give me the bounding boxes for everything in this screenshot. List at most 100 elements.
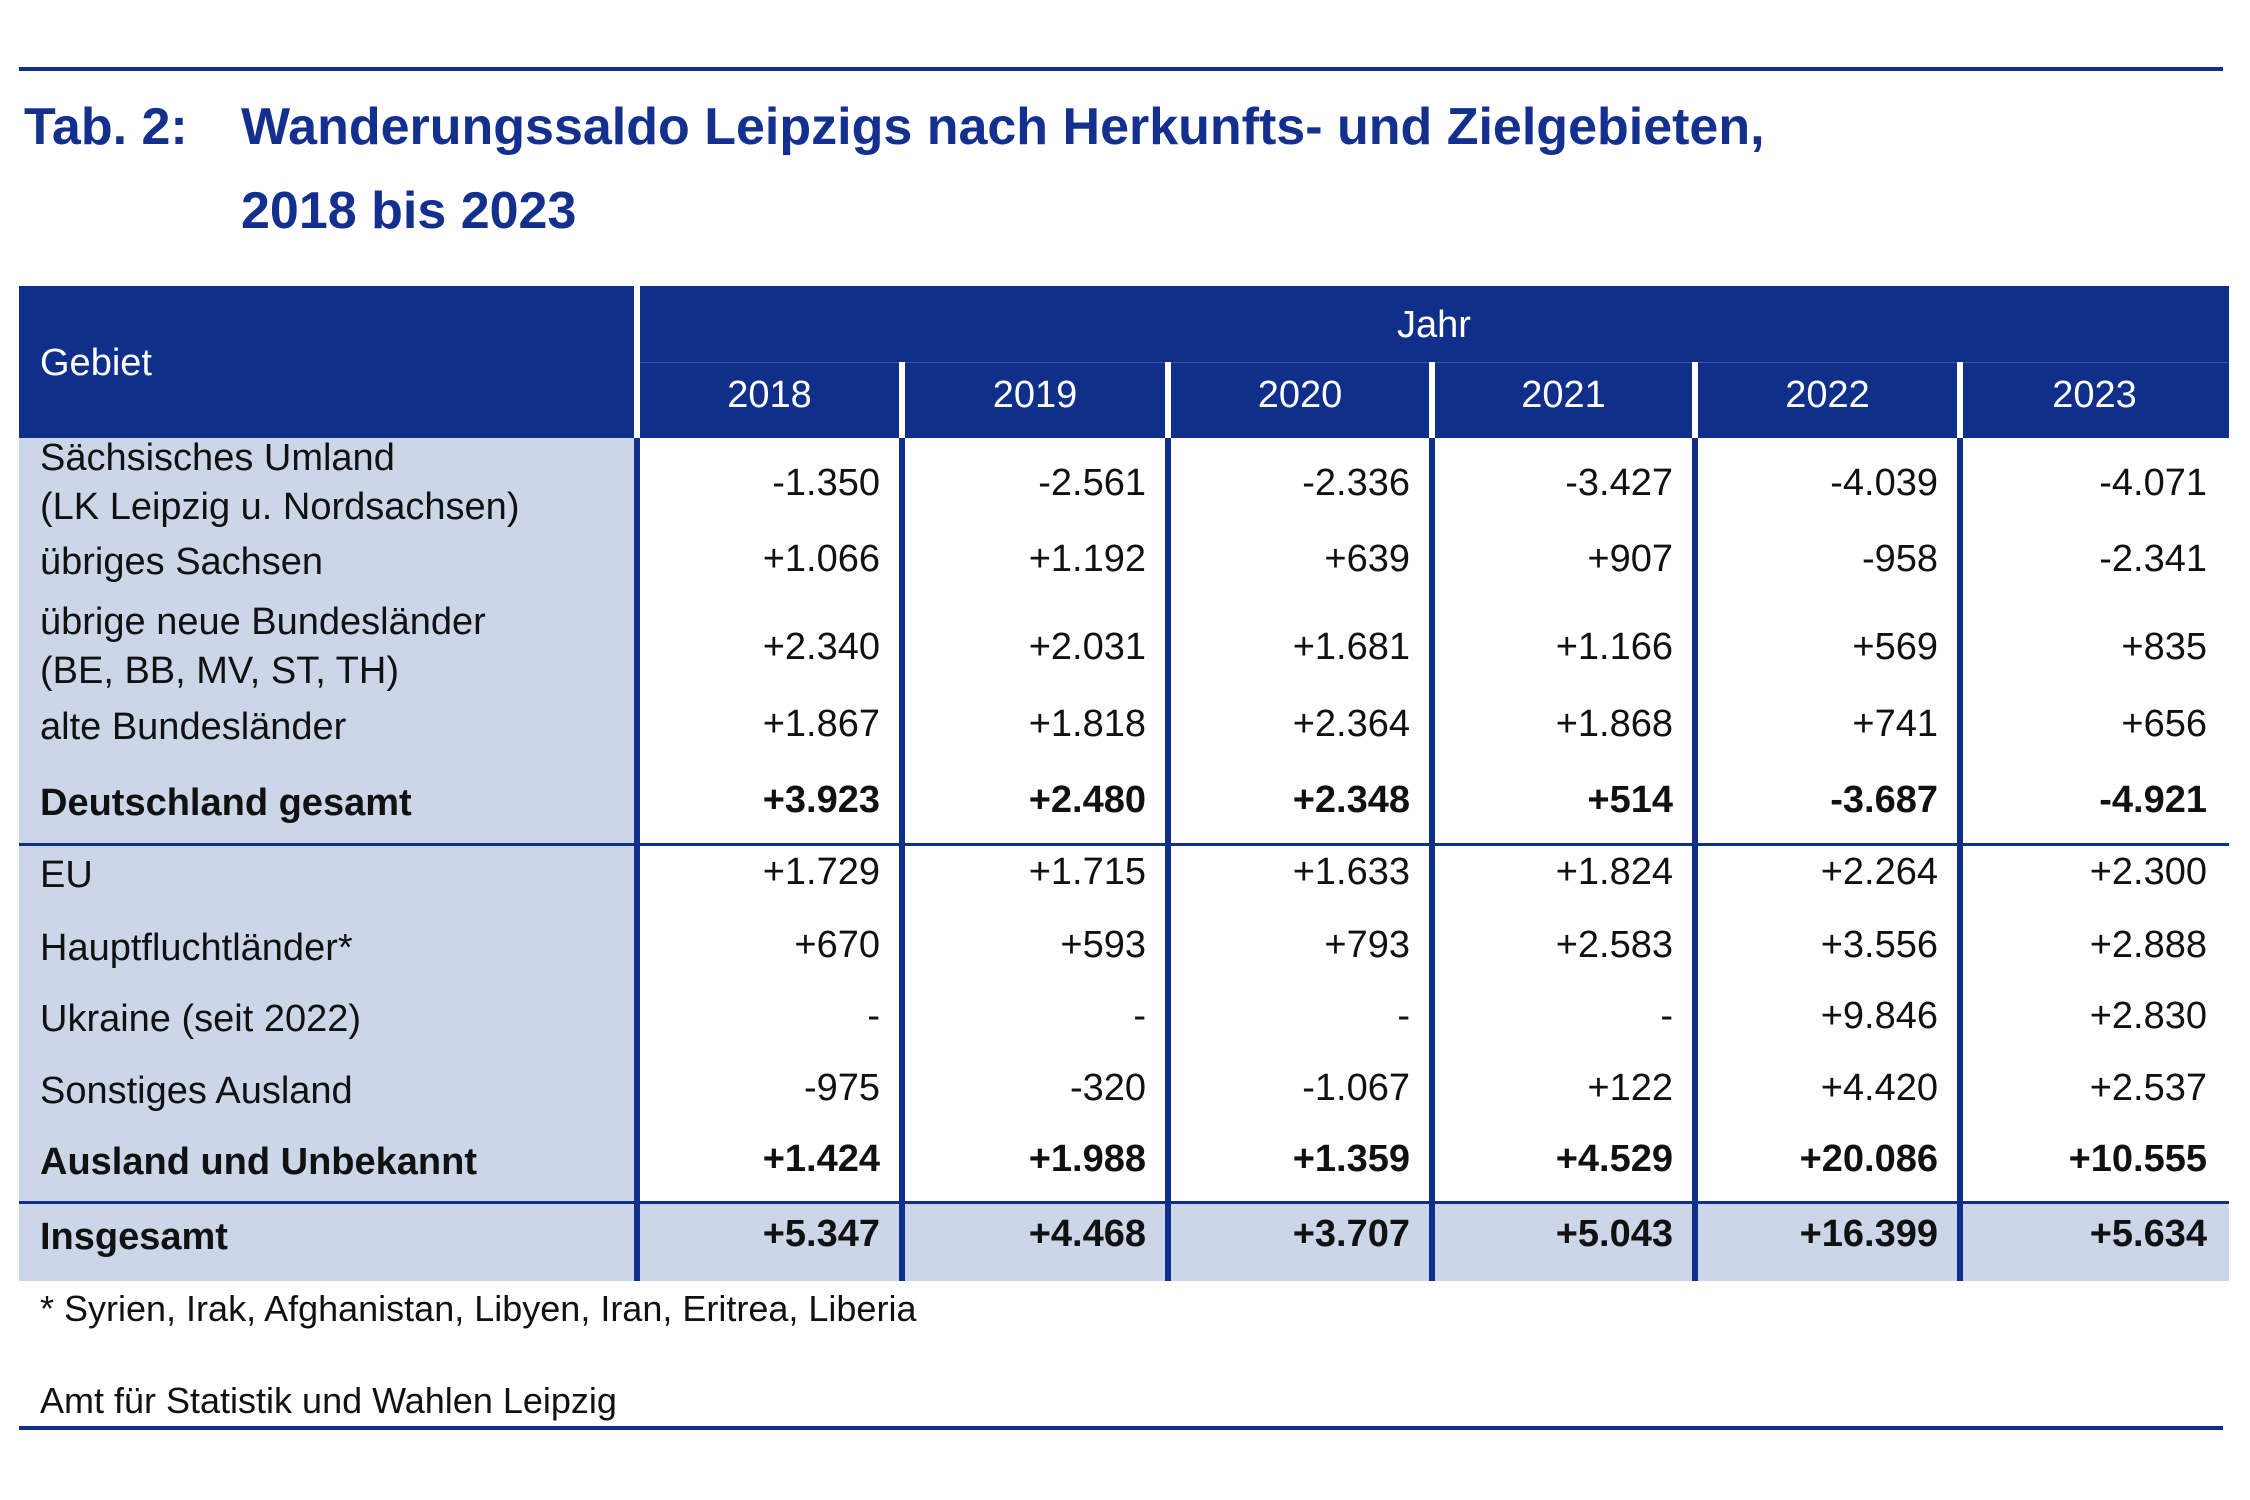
value: +1.824 (1555, 851, 1673, 893)
value-cell-2022: +20.086 (1698, 1131, 1960, 1202)
row-label-cell: Ausland und Unbekannt (19, 1131, 637, 1202)
value: -2.561 (1038, 462, 1146, 504)
value: +2.537 (2089, 1067, 2207, 1109)
value-cell-2021: +5.043 (1435, 1202, 1695, 1281)
value-cell-2020: +3.707 (1171, 1202, 1432, 1281)
value-cell-2021: +1.868 (1435, 696, 1695, 768)
value-cell-2022: +9.846 (1698, 988, 1960, 1058)
value-cell-2019: -320 (905, 1058, 1168, 1131)
header-gebiet: Gebiet (40, 342, 152, 384)
value: +835 (2121, 626, 2207, 668)
value: +20.086 (1799, 1138, 1938, 1180)
bottom-rule (19, 1426, 2223, 1430)
value: +514 (1587, 779, 1673, 821)
table-row: EU +1.729 +1.715 +1.633 +1.824 +2.264 +2.300 (19, 844, 2229, 915)
value-cell-2023: +2.537 (1963, 1058, 2229, 1131)
row-label: Ukraine (seit 2022) (40, 998, 362, 1040)
header-column-separator (1957, 362, 1963, 438)
value-cell-2020: +1.681 (1171, 602, 1432, 696)
value: -4.921 (2099, 779, 2207, 821)
value-cell-2018: +1.867 (640, 696, 902, 768)
section-separator (19, 843, 2229, 846)
row-label-cell: Sächsisches Umland (LK Leipzig u. Nordsa… (19, 437, 637, 531)
value: +793 (1324, 924, 1410, 966)
column-separator (1165, 438, 1171, 1281)
table-header: Gebiet Jahr 2018 2019 2020 2021 2022 2023 (19, 286, 2229, 438)
row-label: EU (40, 854, 93, 896)
value: +5.043 (1555, 1213, 1673, 1255)
header-year-2018: 2018 (727, 374, 812, 416)
top-rule (19, 67, 2223, 71)
value: +4.420 (1820, 1067, 1938, 1109)
column-separator (1957, 438, 1963, 1281)
value-cell-2019: +1.192 (905, 531, 1168, 602)
table-body: Sächsisches Umland (LK Leipzig u. Nordsa… (19, 437, 2229, 1281)
value-cell-2019: +2.031 (905, 602, 1168, 696)
value-cell-2019: +2.480 (905, 768, 1168, 844)
value-cell-2023: -4.071 (1963, 438, 2229, 531)
column-separator (634, 438, 640, 1281)
row-label: Sächsisches Umland (LK Leipzig u. Nordsa… (40, 437, 520, 528)
value: - (1397, 995, 1410, 1037)
header-column-separator (1165, 362, 1171, 438)
value-cell-2019: -2.561 (905, 438, 1168, 531)
value-cell-2021: +514 (1435, 768, 1695, 844)
header-year-2021: 2021 (1521, 374, 1606, 416)
title-line-1: Wanderungssaldo Leipzigs nach Herkunfts-… (241, 98, 1765, 156)
table-row: übrige neue Bundesländer (BE, BB, MV, ST… (19, 601, 2229, 696)
value: +5.634 (2089, 1213, 2207, 1255)
value-cell-2018: +5.347 (640, 1202, 902, 1281)
value: +1.729 (762, 851, 880, 893)
value-cell-2018: +1.424 (640, 1131, 902, 1202)
header-column-separator (1692, 362, 1698, 438)
value-cell-2020: +1.633 (1171, 844, 1432, 915)
value-cell-2020: +2.364 (1171, 696, 1432, 768)
value-cell-2022: +3.556 (1698, 915, 1960, 988)
value-cell-2018: +1.729 (640, 844, 902, 915)
value-cell-2019: +1.818 (905, 696, 1168, 768)
value: -3.427 (1565, 462, 1673, 504)
value: +2.031 (1028, 626, 1146, 668)
value-cell-2021: - (1435, 988, 1695, 1058)
value-cell-2020: -2.336 (1171, 438, 1432, 531)
value-cell-2021: +122 (1435, 1058, 1695, 1131)
value: +2.340 (762, 626, 880, 668)
value-cell-2021: +1.824 (1435, 844, 1695, 915)
table-row: Sächsisches Umland (LK Leipzig u. Nordsa… (19, 437, 2229, 531)
value-cell-2018: -975 (640, 1058, 902, 1131)
value: +907 (1587, 538, 1673, 580)
value: - (1660, 995, 1673, 1037)
header-column-separator (899, 362, 905, 438)
migration-table: Gebiet Jahr 2018 2019 2020 2021 2022 2023 Säc… (19, 286, 2229, 1281)
row-label-cell: übrige neue Bundesländer (BE, BB, MV, ST… (19, 601, 637, 696)
header-jahr: Jahr (1397, 304, 1471, 346)
value: +3.923 (762, 779, 880, 821)
value-cell-2018: -1.350 (640, 438, 902, 531)
value-cell-2021: +4.529 (1435, 1131, 1695, 1202)
value: -1.350 (772, 462, 880, 504)
value: -1.067 (1302, 1067, 1410, 1109)
column-separator (1429, 438, 1435, 1281)
value-cell-2020: +793 (1171, 915, 1432, 988)
value-cell-2022: +2.264 (1698, 844, 1960, 915)
value: -2.336 (1302, 462, 1410, 504)
table-row: alte Bundesländer +1.867 +1.818 +2.364 +1.86… (19, 696, 2229, 768)
value: +1.988 (1028, 1138, 1146, 1180)
header-year-2023: 2023 (2052, 374, 2137, 416)
value-cell-2020: - (1171, 988, 1432, 1058)
value: -4.071 (2099, 462, 2207, 504)
value-cell-2021: -3.427 (1435, 438, 1695, 531)
value: +4.529 (1555, 1138, 1673, 1180)
value-cell-2022: +569 (1698, 602, 1960, 696)
value-cell-2018: +3.923 (640, 768, 902, 844)
value-cell-2020: -1.067 (1171, 1058, 1432, 1131)
row-label-cell: Hauptfluchtländer* (19, 915, 637, 988)
section-separator (19, 1201, 2229, 1204)
row-label: Hauptfluchtländer* (40, 927, 353, 969)
value-cell-2018: +1.066 (640, 531, 902, 602)
value: +670 (794, 924, 880, 966)
table-row: Hauptfluchtländer* +670 +593 +793 +2.583 +3.5… (19, 915, 2229, 988)
value-cell-2018: - (640, 988, 902, 1058)
table-row: Deutschland gesamt +3.923 +2.480 +2.348 +514… (19, 768, 2229, 844)
value: +1.818 (1028, 703, 1146, 745)
